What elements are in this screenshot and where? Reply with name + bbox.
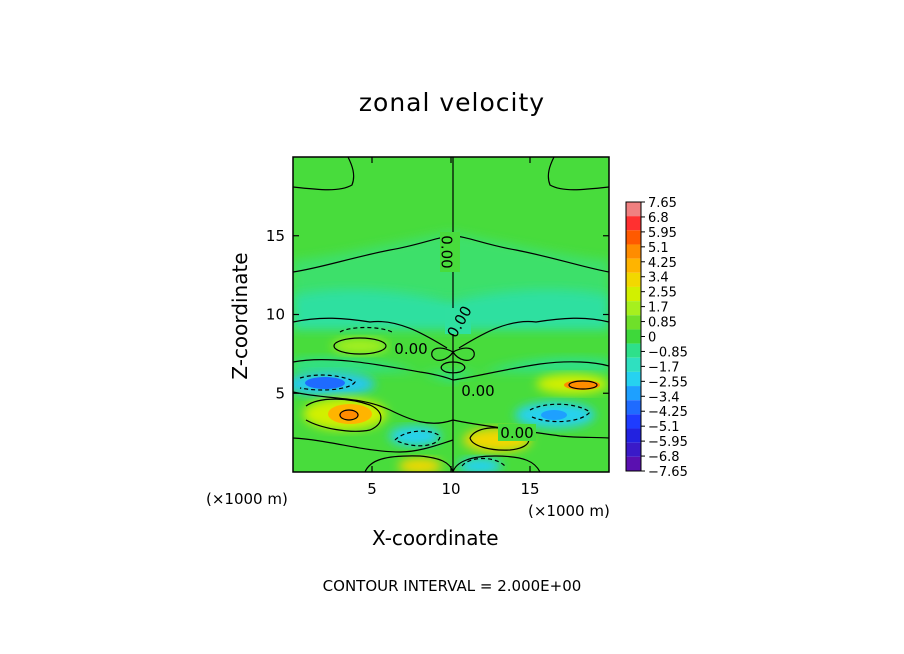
colorbar-label: −7.65 [648,465,688,480]
contour-negative-upper-dashed [339,326,393,333]
colorbar-label: 0.85 [648,316,677,331]
left-positive-core [339,410,359,420]
colorbar-swatch [626,230,641,245]
axis-ticks: 5 10 15 5 10 15 [266,157,609,498]
contour-label: 0.00 [394,340,427,358]
contour-center-lobe-low [440,361,466,374]
colorbar-swatch [626,400,641,415]
colorbar-swatch [626,244,641,259]
contour-left-upper-lobe [333,337,387,355]
colorbar-label: 4.25 [648,256,677,271]
contour-lower-left [293,359,454,381]
contour-left-core [339,409,359,421]
contour-zero-middle-right [458,317,609,349]
colorbar-label: −5.95 [648,435,688,450]
x-tick-label: 15 [520,480,539,498]
colorbar-label: −2.55 [648,375,688,390]
right-negative-core [541,410,567,420]
contour-center-lobe-right [452,347,475,361]
contour-label: 0.00 [461,382,494,400]
colorbar: 7.656.85.955.14.253.42.551.70.850−0.85−1… [625,196,688,480]
colorbar-swatch [626,202,641,217]
left-low-negative [389,426,441,446]
colorbar-label: −0.85 [648,345,688,360]
colorbar-swatch [626,286,641,302]
y-tick-label: 5 [275,384,285,402]
contour-bottom-left [293,437,454,453]
contour-diagonal-left [293,391,454,424]
chart-title: zonal velocity [358,88,546,117]
colorbar-label: 5.95 [648,226,677,241]
colorbar-swatch [626,386,641,401]
colorbar-swatch [626,428,641,443]
colorbar-swatch [626,272,641,287]
colorbar-swatch [626,343,641,358]
colorbar-label: −1.7 [648,360,680,375]
colorbar-label: −6.8 [648,450,680,465]
contour-negative-right-bottom-dashed [461,457,506,467]
colorbar-swatch [626,442,641,457]
colorbar-label: 7.65 [648,196,677,211]
colorbar-label: −5.1 [648,420,680,435]
colorbar-label: 1.7 [648,301,669,316]
contour-center-lobe-left [431,347,454,361]
x-axis-label: X-coordinate [372,526,499,550]
left-bottom-positive [398,458,442,472]
contour-left-positive-outer [305,398,382,432]
contour-bottom-center [364,455,454,472]
colorbar-label: 5.1 [648,241,669,256]
colorbar-swatch [626,329,641,344]
colorbar-swatch [626,301,641,316]
x-unit-label: (×1000 m) [206,490,288,508]
y-tick-label: 10 [266,306,285,324]
colorbar-swatch [626,414,641,429]
colorbar-swatch [626,456,641,471]
y-tick-label: 15 [266,227,285,245]
contour-label: 0.00 [500,424,533,442]
colorbar-label: −4.25 [648,405,688,420]
contour-negative-left-low-dashed [394,430,441,447]
contour-interval-note: CONTOUR INTERVAL = 2.000E+00 [322,577,582,595]
plot-area: 0.00 0.00 0.00 0.00 0.00 5 10 15 5 10 15 [266,156,610,498]
contour-top-right [547,157,609,191]
contour-labels: 0.00 0.00 0.00 0.00 0.00 [392,232,536,442]
contour-negative-left-dashed [299,374,356,391]
colorbar-label: 2.55 [648,286,677,301]
contour-right-core [568,380,598,390]
x-unit-label-secondary: (×1000 m) [528,502,610,520]
left-negative-core [305,377,345,389]
left-upper-positive [332,338,388,354]
colorbar-label: 6.8 [648,211,669,226]
colorbar-label: −3.4 [648,390,680,405]
contour-zero-middle [293,317,448,349]
contour-lower-right [452,361,609,381]
colorbar-swatch [626,357,641,372]
colorbar-label: 0 [648,331,656,346]
colorbar-swatch [626,258,641,273]
contour-label: 0.00 [438,235,456,268]
contour-top-left [293,157,355,191]
contour-diagonal-right [452,419,609,439]
x-tick-label: 5 [367,480,377,498]
colorbar-swatch [626,371,641,387]
colorbar-label: 3.4 [648,271,669,286]
contour-negative-right-dashed [529,403,591,423]
contour-right-positive-outer [469,427,530,451]
colorbar-swatch [626,315,641,330]
x-tick-label: 10 [441,480,460,498]
colorbar-swatch [626,216,641,231]
contour-bottom-right [452,455,541,472]
